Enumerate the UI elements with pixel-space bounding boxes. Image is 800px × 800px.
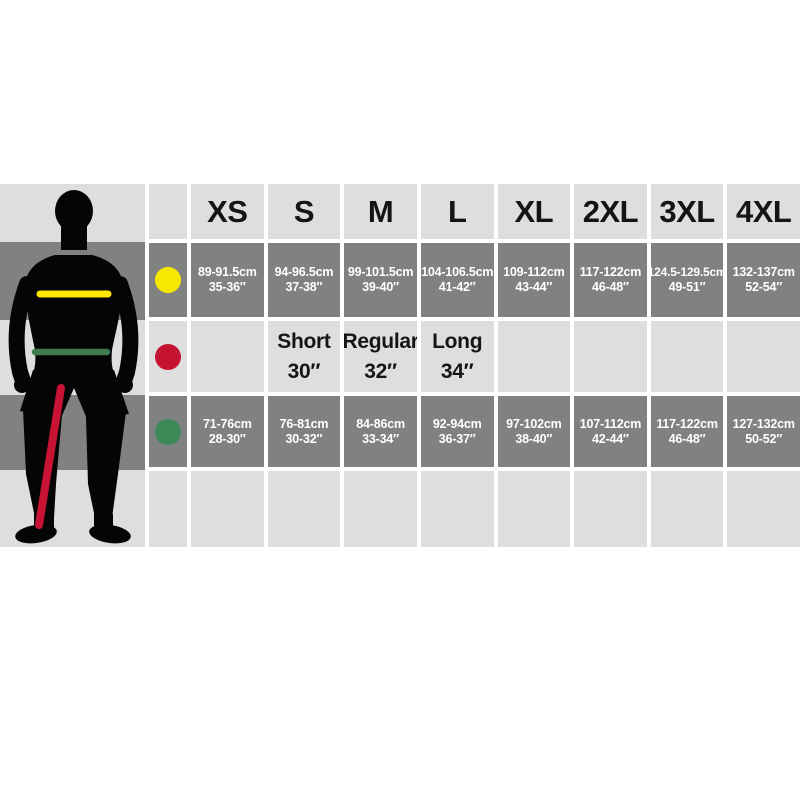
red-dot-icon [155,343,181,370]
value-in: 50-52″ [745,431,783,446]
value-in: 39-40″ [362,280,399,294]
green-dot-icon [155,418,181,445]
value-in: 33-34″ [362,431,399,446]
value-cm: 124.5-129.5cm [650,265,724,279]
chest-cell-3xl: 124.5-129.5cm 49-51″ [650,243,724,317]
value-cm: 107-112cm [579,416,642,431]
male-silhouette-icon [8,190,139,544]
leg-label: Regular [344,329,417,353]
value-cm: 99-101.5cm [347,265,414,279]
value-cm: 117-122cm [656,416,718,431]
value-cm: 127-132cm [732,416,795,431]
header-dot-spacer [149,184,187,239]
value-in: 38-40″ [515,431,553,446]
chest-cell-l: 104-106.5cm 41-42″ [420,243,494,317]
leg-value: 30″ [287,359,321,383]
leg-cell-m: Regular 32″ [344,321,417,392]
empty-cell [497,471,571,547]
chest-cell-2xl: 117-122cm 46-48″ [574,243,647,317]
figure-cell [0,184,145,547]
leg-dot-cell [149,321,187,392]
chest-dot-cell [149,243,187,317]
value-cm: 109-112cm [503,265,565,279]
leg-measure-line [35,384,65,529]
leg-cell-xl [497,321,571,392]
value-cm: 104-106.5cm [421,265,494,279]
value-cm: 94-96.5cm [274,265,334,279]
value-cm: 117-122cm [579,265,642,279]
value-in: 35-36″ [208,280,246,294]
waist-cell-l: 92-94cm 36-37″ [420,396,494,467]
value-cm: 76-81cm [279,416,329,431]
leg-value: 34″ [440,359,474,383]
leg-cell-l: Long 34″ [420,321,494,392]
value-in: 28-30″ [208,431,246,446]
size-header-l: L [420,184,494,239]
size-header-xs: XS [191,184,264,239]
yellow-dot-icon [155,267,181,293]
value-cm: 89-91.5cm [197,265,257,279]
chest-cell-4xl: 132-137cm 52-54″ [727,243,800,317]
chest-cell-m: 99-101.5cm 39-40″ [344,243,417,317]
chest-cell-s: 94-96.5cm 37-38″ [267,243,341,317]
waist-dot-cell [149,396,187,467]
value-cm: 97-102cm [506,416,562,431]
empty-cell [574,471,647,547]
value-in: 52-54″ [745,280,783,294]
value-in: 49-51″ [668,280,706,294]
size-table: XS S M L XL 2XL 3XL 4XL 89-91.5cm 35-36″ … [0,184,800,547]
value-cm: 71-76cm [202,416,252,431]
leg-value: 32″ [364,359,397,383]
waist-cell-s: 76-81cm 30-32″ [267,396,341,467]
size-header-4xl: 4XL [727,184,800,239]
size-label: S [293,194,315,229]
waist-cell-4xl: 127-132cm 50-52″ [727,396,800,467]
size-header-s: S [267,184,341,239]
value-cm: 92-94cm [432,416,482,431]
size-header-2xl: 2XL [574,184,647,239]
waist-cell-xl: 97-102cm 38-40″ [497,396,571,467]
empty-cell [650,471,724,547]
empty-cell [420,471,494,547]
chest-cell-xs: 89-91.5cm 35-36″ [191,243,264,317]
size-header-3xl: 3XL [650,184,724,239]
size-label: 2XL [582,194,639,229]
leg-cell-3xl [650,321,724,392]
value-cm: 132-137cm [732,265,795,279]
waist-cell-3xl: 117-122cm 46-48″ [650,396,724,467]
waist-cell-2xl: 107-112cm 42-44″ [574,396,647,467]
leg-cell-4xl [727,321,800,392]
leg-label: Short [277,329,331,353]
chest-cell-xl: 109-112cm 43-44″ [497,243,571,317]
value-in: 43-44″ [515,280,553,294]
value-in: 41-42″ [438,280,476,294]
size-label: M [367,194,394,229]
value-in: 46-48″ [668,431,706,446]
size-label: XS [207,194,248,229]
size-label: 3XL [659,194,715,229]
leg-cell-xs [191,321,264,392]
size-header-m: M [344,184,417,239]
size-label: 4XL [736,194,792,229]
empty-cell [267,471,341,547]
waist-cell-xs: 71-76cm 28-30″ [191,396,264,467]
value-in: 37-38″ [285,280,323,294]
value-in: 30-32″ [285,431,323,446]
size-header-xl: XL [497,184,571,239]
empty-dot-cell [149,471,187,547]
size-label: XL [514,194,554,229]
value-in: 36-37″ [438,431,476,446]
value-cm: 84-86cm [356,416,405,431]
empty-cell [344,471,417,547]
size-label: L [447,194,467,229]
waist-cell-m: 84-86cm 33-34″ [344,396,417,467]
leg-label: Long [432,329,483,353]
value-in: 46-48″ [592,280,629,294]
value-in: 42-44″ [592,431,629,446]
empty-cell [727,471,800,547]
empty-cell [191,471,264,547]
leg-cell-s: Short 30″ [267,321,341,392]
leg-cell-2xl [574,321,647,392]
